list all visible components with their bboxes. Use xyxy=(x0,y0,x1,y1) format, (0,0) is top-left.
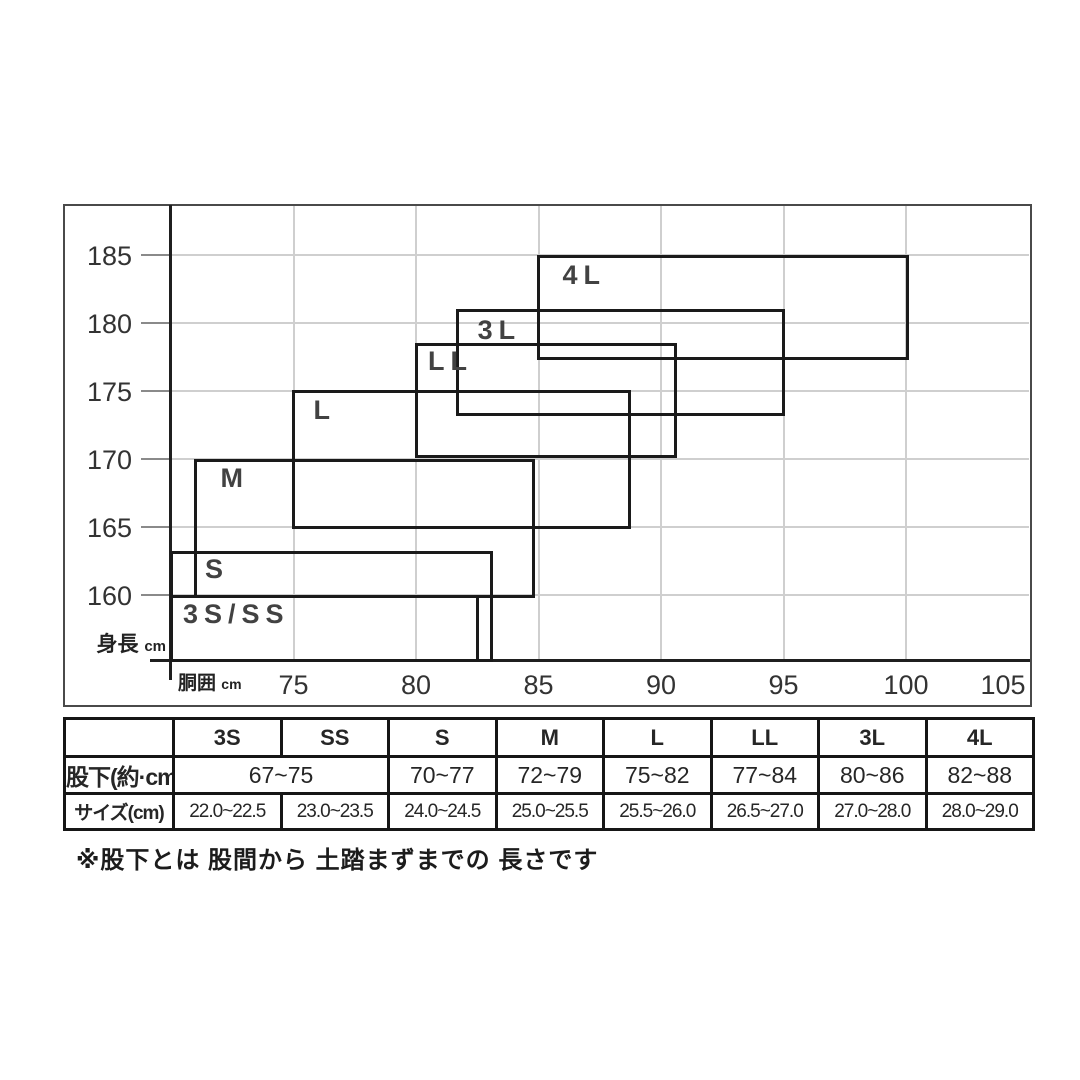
table-row-header: 股下(約·cm) xyxy=(63,755,175,795)
y-tick-mark xyxy=(141,390,171,392)
size-box-label-3s-ss: 3S/SS xyxy=(183,599,290,630)
y-tick-mark xyxy=(141,254,171,256)
table-corner-cell xyxy=(63,717,175,758)
y-tick-label: 160 xyxy=(86,581,132,611)
table-value-cell: 67~75 xyxy=(172,755,390,795)
table-value-cell: 22.0~22.5 xyxy=(172,792,283,831)
v-gridline xyxy=(905,206,907,660)
table-value-cell: 26.5~27.0 xyxy=(709,792,820,831)
size-table: 3S SS S M L LL 3L 4L 股下(約·cm) 67~75 70~77 72~79 75~8… xyxy=(63,717,1035,831)
table-value-cell: 72~79 xyxy=(494,755,605,795)
table-value-cell: 24.0~24.5 xyxy=(387,792,498,831)
x-tick-label: 85 xyxy=(523,670,554,700)
size-column-header: 3S xyxy=(172,717,283,758)
table-row-header: サイズ(cm) xyxy=(63,792,175,831)
y-axis-line xyxy=(168,205,172,680)
size-box-3s-ss xyxy=(169,594,494,662)
x-tick-label: 95 xyxy=(768,670,799,700)
size-column-header: M xyxy=(494,717,605,758)
table-value-cell: 82~88 xyxy=(924,755,1035,795)
x-tick-label: 90 xyxy=(645,670,677,700)
v-gridline xyxy=(537,206,540,660)
y-tick-label: 180 xyxy=(86,309,132,339)
size-column-header: SS xyxy=(279,717,390,758)
x-tick-label: 80 xyxy=(400,670,432,700)
table-value-cell: 27.0~28.0 xyxy=(817,792,928,831)
table-value-cell: 75~82 xyxy=(602,755,713,795)
y-tick-mark xyxy=(141,594,171,596)
x-axis-line xyxy=(150,658,1030,662)
x-axis-label-text: 胴囲 xyxy=(178,673,217,694)
table-value-cell: 28.0~29.0 xyxy=(924,792,1035,831)
size-column-header: LL xyxy=(709,717,820,758)
y-axis-label-text: 身長 xyxy=(96,633,139,656)
size-box-label-m: M xyxy=(220,463,249,494)
h-gridline xyxy=(171,322,1029,324)
size-box-label-4l: 4L xyxy=(562,260,607,291)
y-axis-label: 身長 cm xyxy=(56,628,166,658)
y-tick-mark xyxy=(141,322,171,324)
table-value-cell: 23.0~23.5 xyxy=(279,792,390,831)
x-tick-label: 75 xyxy=(278,670,309,700)
y-tick-mark xyxy=(141,526,171,528)
size-column-header: 4L xyxy=(924,717,1035,758)
size-box-label-l: L xyxy=(313,395,336,425)
h-gridline xyxy=(171,458,1029,460)
x-axis-unit: cm xyxy=(221,676,242,692)
y-tick-label: 175 xyxy=(86,377,132,407)
table-value-cell: 77~84 xyxy=(709,755,820,795)
table-value-cell: 25.0~25.5 xyxy=(494,792,605,831)
x-axis-label: 胴囲 cm xyxy=(178,668,242,695)
v-gridline xyxy=(660,206,662,660)
table-value-cell: 25.5~26.0 xyxy=(602,792,713,831)
footnote: ※股下とは 股間から 土踏まずまでの 長さです xyxy=(76,847,599,874)
size-column-header: S xyxy=(387,717,498,758)
size-column-header: L xyxy=(602,717,713,758)
table-value-cell: 70~77 xyxy=(387,755,498,795)
y-axis-unit: cm xyxy=(144,638,166,655)
y-tick-label: 170 xyxy=(86,445,132,475)
v-gridline xyxy=(782,206,785,660)
size-box-ll xyxy=(414,343,678,458)
y-tick-label: 185 xyxy=(86,241,132,271)
x-tick-label: 105 xyxy=(980,670,1026,700)
size-box-label-ll: LL xyxy=(428,345,473,376)
size-box-4l xyxy=(537,254,909,360)
size-box-divider xyxy=(475,596,479,661)
y-tick-label: 165 xyxy=(86,513,132,543)
table-value-cell: 80~86 xyxy=(817,755,928,795)
x-tick-label: 100 xyxy=(883,670,929,700)
size-box-label-s: S xyxy=(205,553,230,584)
size-box-label-3l: 3L xyxy=(477,314,522,345)
h-gridline xyxy=(171,594,1029,596)
y-tick-mark xyxy=(141,458,171,460)
size-column-header: 3L xyxy=(817,717,928,758)
size-box-3l xyxy=(456,309,785,416)
